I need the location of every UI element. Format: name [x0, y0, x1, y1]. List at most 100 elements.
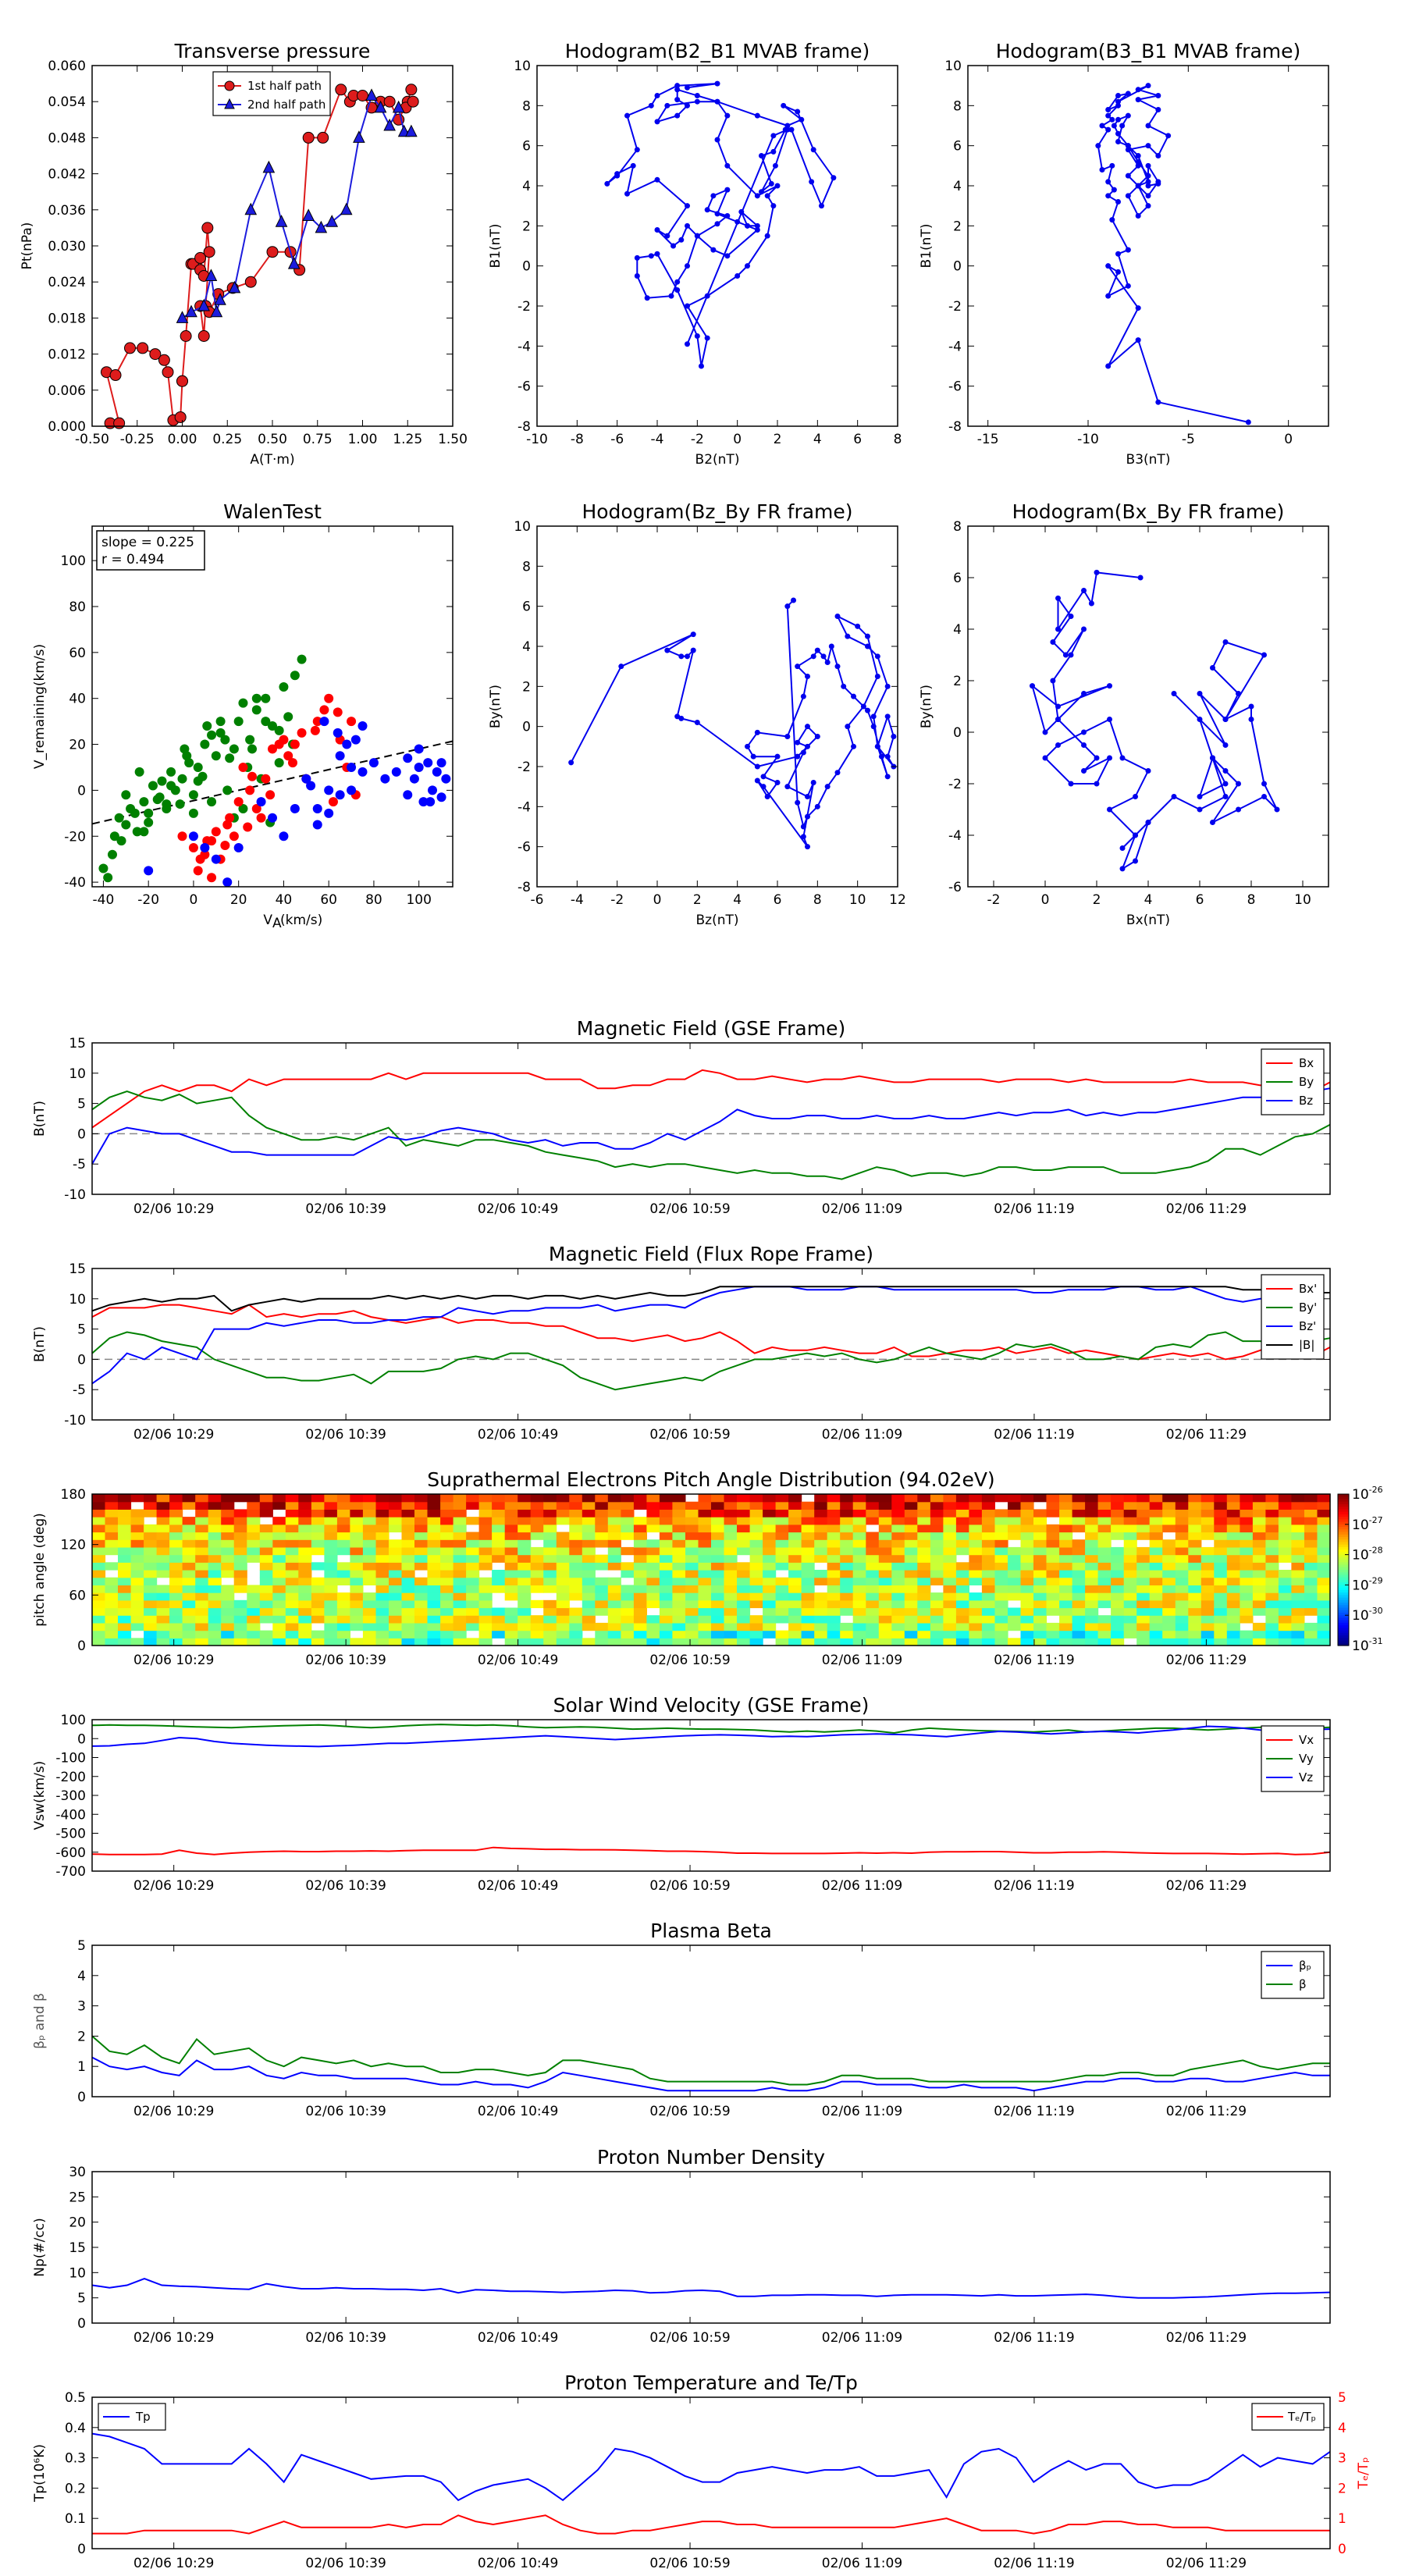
marker-triangle — [405, 124, 418, 137]
marker-dot — [1107, 806, 1112, 813]
heatmap-cell — [1317, 1546, 1331, 1556]
heatmap-cell — [814, 1517, 828, 1525]
axis-xtick-label: 0 — [653, 892, 662, 908]
heatmap-cell — [1085, 1570, 1099, 1578]
heatmap-cell — [852, 1577, 866, 1585]
heatmap-cell — [917, 1599, 931, 1609]
heatmap-cell — [375, 1494, 389, 1503]
axis-ytick-label: 0.006 — [48, 383, 86, 399]
heatmap-cell — [672, 1554, 686, 1563]
heatmap-cell — [1175, 1524, 1189, 1533]
heatmap-cell — [92, 1592, 106, 1601]
ytick-label: 5 — [77, 1938, 86, 1954]
heatmap-cell — [749, 1509, 763, 1517]
marker-dot — [1115, 116, 1121, 123]
heatmap-cell — [633, 1494, 647, 1503]
heatmap-cell — [749, 1562, 763, 1571]
heatmap-cell — [466, 1546, 480, 1556]
scatter-point — [261, 774, 271, 784]
scatter-point — [283, 751, 293, 761]
heatmap-cell — [801, 1546, 815, 1556]
heatmap-cell — [156, 1546, 170, 1556]
heatmap-cell — [595, 1638, 609, 1646]
heatmap-cell — [427, 1546, 441, 1556]
heatmap-cell — [969, 1599, 983, 1609]
colorbar-cell — [1338, 1521, 1349, 1525]
heatmap-cell — [775, 1585, 789, 1593]
heatmap-cell — [478, 1622, 493, 1631]
marker-dot — [1210, 755, 1215, 761]
heatmap-cell — [182, 1585, 196, 1593]
marker-circle — [137, 342, 149, 354]
colorbar-cell — [1338, 1524, 1349, 1528]
axis-ytick-label: 0.030 — [48, 239, 86, 254]
marker-triangle — [197, 298, 211, 311]
marker-dot — [754, 193, 760, 199]
heatmap-cell — [427, 1570, 441, 1578]
heatmap-cell — [311, 1607, 325, 1616]
heatmap-cell — [466, 1638, 480, 1646]
heatmap-cell — [221, 1570, 235, 1578]
heatmap-cell — [556, 1615, 570, 1624]
heatmap-cell — [724, 1607, 738, 1616]
heatmap-cell — [943, 1554, 957, 1563]
heatmap-cell — [1059, 1539, 1073, 1548]
marker-dot — [1274, 806, 1280, 813]
heatmap-cell — [955, 1539, 969, 1548]
marker-dot — [760, 784, 767, 790]
heatmap-cell — [156, 1494, 170, 1503]
heatmap-cell — [866, 1532, 880, 1540]
xtick-label: 02/06 11:09 — [822, 2330, 902, 2346]
heatmap-cell — [672, 1546, 686, 1556]
colorbar-cell — [1338, 1628, 1349, 1631]
heatmap-cell — [878, 1524, 892, 1533]
marker-dot — [1105, 363, 1112, 369]
heatmap-cell — [182, 1494, 196, 1503]
heatmap-cell — [285, 1517, 299, 1525]
scatter-point — [162, 799, 172, 809]
heatmap-cell — [633, 1585, 647, 1593]
heatmap-cell — [118, 1509, 132, 1517]
heatmap-cell — [788, 1554, 802, 1563]
axis-ytick-label: 0 — [522, 259, 531, 275]
marker-dot — [694, 333, 700, 339]
heatmap-cell — [1278, 1630, 1292, 1638]
heatmap-cell — [362, 1501, 376, 1510]
heatmap-cell — [840, 1539, 854, 1548]
scatter-point — [428, 785, 438, 795]
heatmap-cell — [556, 1562, 570, 1571]
heatmap-cell — [1033, 1630, 1048, 1638]
heatmap-cell — [904, 1577, 918, 1585]
marker-triangle — [302, 208, 315, 221]
heatmap-cell — [427, 1599, 441, 1609]
heatmap-cell — [466, 1615, 480, 1624]
heatmap-cell — [1136, 1494, 1151, 1503]
heatmap-cell — [1291, 1577, 1305, 1585]
heatmap-cell — [955, 1638, 969, 1646]
marker-dot — [1055, 742, 1061, 748]
heatmap-cell — [324, 1630, 338, 1638]
heatmap-cell — [1304, 1570, 1318, 1578]
heatmap-cell — [943, 1532, 957, 1540]
colorbar-cell — [1338, 1595, 1349, 1599]
marker-dot — [1135, 162, 1141, 169]
heatmap-cell — [285, 1607, 299, 1616]
heatmap-cell — [259, 1599, 273, 1609]
heatmap-cell — [350, 1638, 364, 1646]
heatmap-cell — [1175, 1585, 1189, 1593]
heatmap-cell — [105, 1546, 119, 1556]
heatmap-cell — [1200, 1630, 1215, 1638]
heatmap-cell — [478, 1494, 493, 1503]
heatmap-cell — [336, 1524, 350, 1533]
heatmap-cell — [311, 1532, 325, 1540]
marker-dot — [630, 162, 636, 169]
heatmap-cell — [1200, 1554, 1215, 1563]
heatmap-cell — [1020, 1562, 1034, 1571]
heatmap-cell — [737, 1509, 751, 1517]
marker-dot — [754, 777, 760, 784]
marker-dot — [758, 153, 764, 158]
xtick-label: 02/06 11:19 — [994, 1201, 1074, 1217]
heatmap-cell — [518, 1630, 532, 1638]
heatmap-cell — [440, 1524, 454, 1533]
heatmap-cell — [891, 1622, 905, 1631]
